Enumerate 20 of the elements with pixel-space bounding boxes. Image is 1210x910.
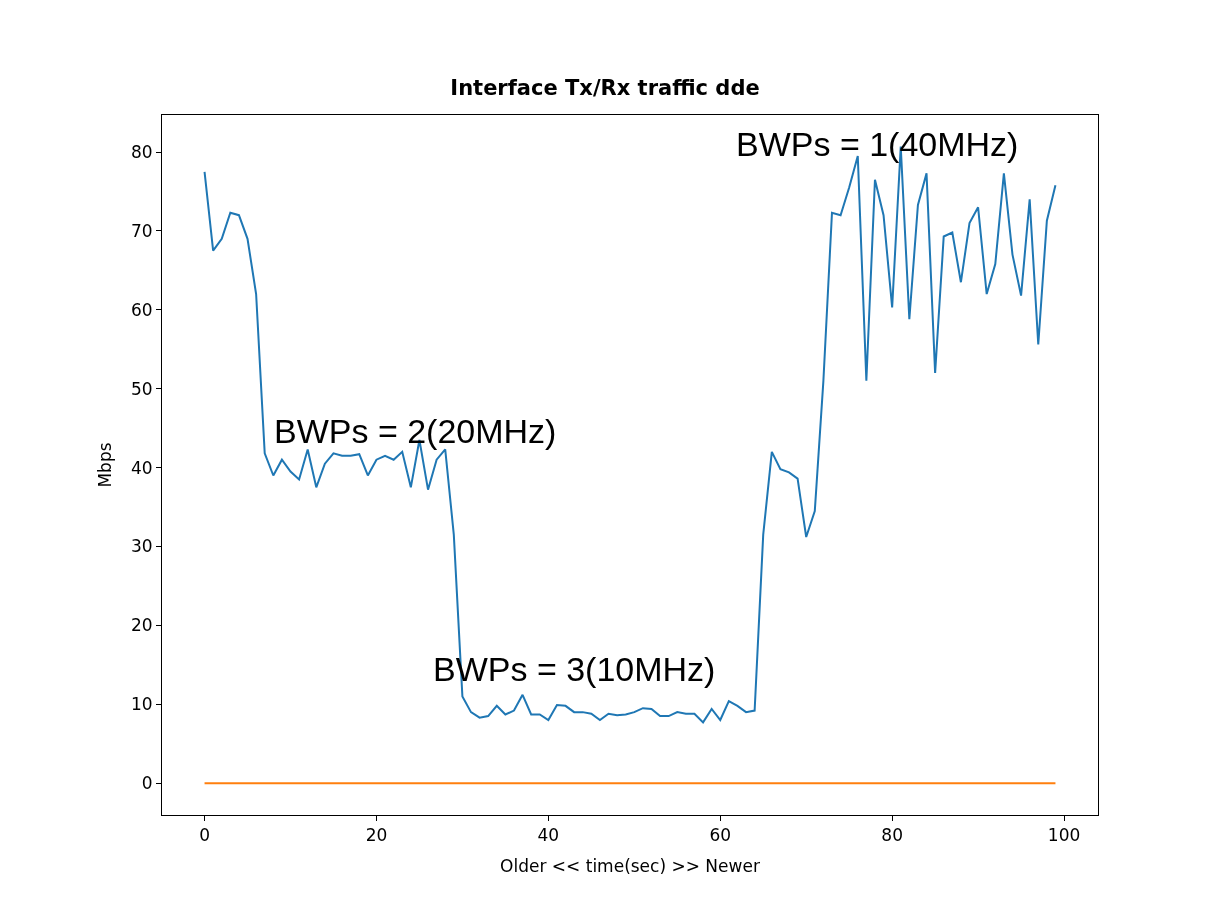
x-tick-label: 100: [1047, 825, 1081, 846]
annotation: BWPs = 2(20MHz): [274, 412, 557, 450]
y-axis-title: Mbps: [94, 442, 115, 488]
y-tick-label: 10: [130, 694, 153, 715]
y-tick-label: 40: [130, 457, 153, 478]
x-tick-label: 0: [199, 825, 210, 846]
y-tick-label: 30: [130, 536, 153, 557]
x-axis-title: Older << time(sec) >> Newer: [500, 855, 760, 876]
x-tick-label: 60: [709, 825, 732, 846]
y-tick-label: 60: [130, 299, 153, 320]
chart-title: Interface Tx/Rx traffic dde: [450, 76, 760, 101]
x-tick-label: 40: [537, 825, 560, 846]
y-tick-label: 0: [141, 773, 153, 794]
y-tick-label: 20: [130, 615, 153, 636]
x-tick-label: 80: [881, 825, 903, 846]
annotation: BWPs = 1(40MHz): [736, 125, 1019, 163]
x-tick-label: 20: [365, 825, 388, 846]
y-tick-label: 50: [130, 378, 153, 399]
y-tick-label: 70: [130, 220, 153, 241]
y-tick-label: 80: [130, 142, 153, 163]
